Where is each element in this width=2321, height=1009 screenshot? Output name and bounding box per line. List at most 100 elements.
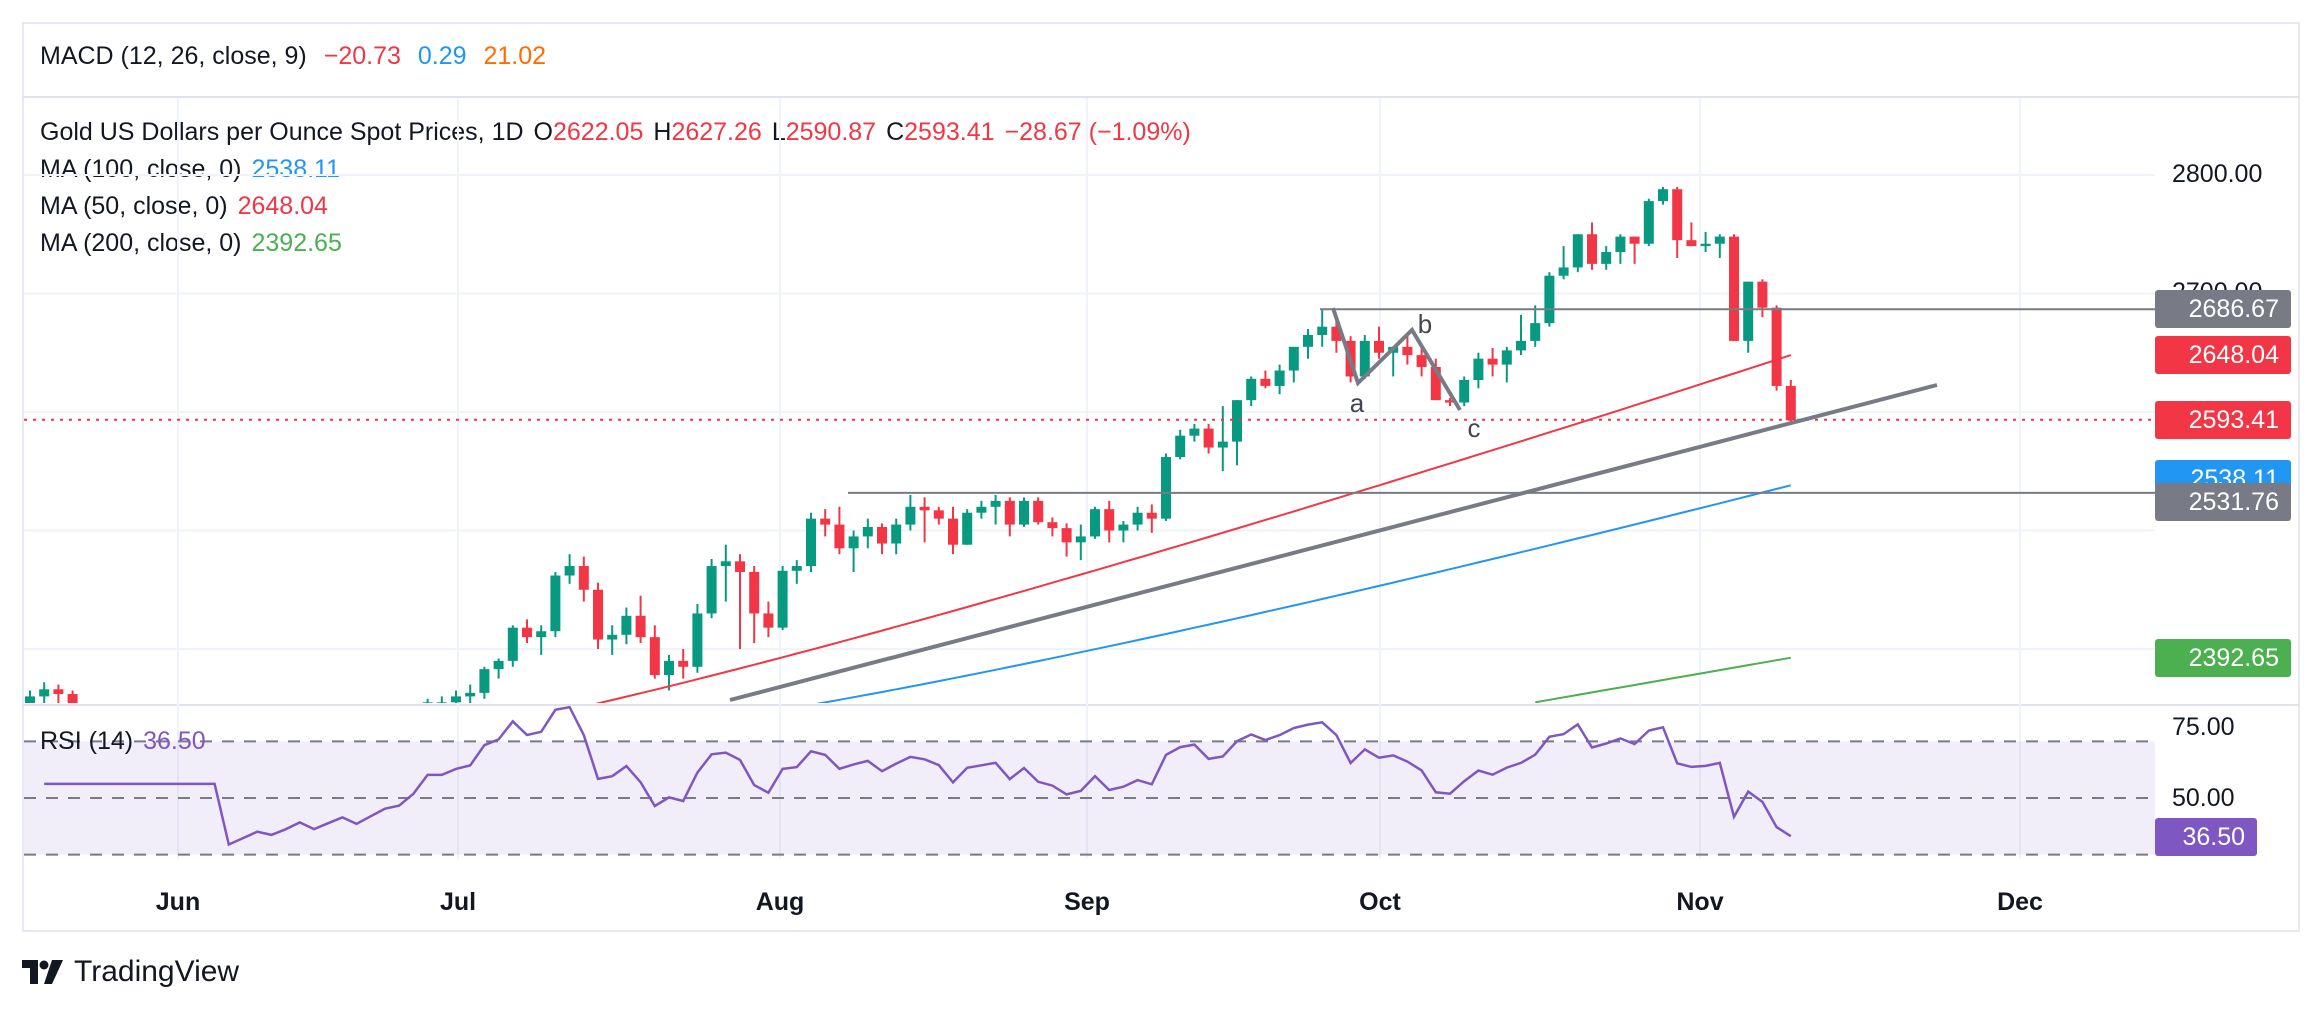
- ma50-legend[interactable]: MA (50, close, 0) 2648.04: [40, 192, 338, 221]
- candle-body: [1516, 340, 1526, 351]
- candle-body: [990, 500, 1001, 507]
- candle-body: [635, 615, 646, 638]
- candle-body: [1061, 528, 1072, 543]
- candle-body: [607, 634, 618, 640]
- candle-body: [877, 526, 887, 544]
- ma100-legend[interactable]: MA (100, close, 0) 2538.11: [40, 155, 350, 184]
- candle-body: [522, 627, 532, 638]
- candle-body: [1331, 326, 1342, 341]
- low-value: 2590.87: [785, 118, 877, 146]
- open-label: O: [533, 118, 553, 146]
- candle-body: [1090, 509, 1100, 537]
- candle-body: [1232, 400, 1242, 442]
- candle-body: [564, 566, 575, 576]
- pane-separator: [22, 704, 2300, 706]
- time-label-jul: Jul: [439, 888, 477, 916]
- candle-body: [1501, 350, 1512, 365]
- candle-body: [1132, 512, 1143, 525]
- candle-body: [1544, 275, 1555, 324]
- candle-body: [578, 566, 589, 590]
- candle-body: [436, 702, 447, 703]
- candle-body: [777, 570, 788, 628]
- close-value: 2593.41: [904, 118, 995, 146]
- candle-body: [593, 589, 603, 640]
- candle-body: [1317, 326, 1328, 335]
- candle-body: [1359, 340, 1370, 377]
- rsi-legend-value: 36.50: [143, 727, 206, 755]
- candle-body: [1785, 385, 1796, 421]
- candle-body: [465, 692, 476, 697]
- candle-body: [1146, 512, 1157, 519]
- candle-body: [834, 524, 845, 549]
- symbol-legend[interactable]: Gold US Dollars per Ounce Spot Prices, 1…: [40, 118, 1201, 147]
- candle-body: [1629, 236, 1640, 244]
- rsi-legend[interactable]: RSI (14) 36.50: [40, 727, 216, 756]
- candle-body: [380, 732, 390, 738]
- rsi-label: RSI (14): [40, 727, 134, 755]
- candle-body: [1587, 234, 1597, 264]
- candle-body: [1658, 189, 1668, 202]
- rsi-value-badge: 36.50: [2155, 818, 2257, 856]
- candle-body: [720, 561, 731, 567]
- candle-body: [621, 615, 632, 635]
- ma200-legend-value: 2392.65: [251, 229, 342, 257]
- candle-body: [1004, 500, 1015, 525]
- candle-body: [749, 571, 760, 614]
- candle-body: [1175, 435, 1186, 458]
- ma100-label: MA (100, close, 0): [40, 155, 242, 183]
- candle-body: [1558, 267, 1569, 276]
- tradingview-logo-icon: [22, 960, 63, 984]
- candle-body: [1672, 189, 1683, 241]
- candle-body: [1686, 240, 1697, 247]
- support-level-badge: 2531.76: [2155, 482, 2291, 521]
- macd-legend[interactable]: MACD (12, 26, close, 9) −20.73 0.29 21.0…: [40, 42, 556, 71]
- candle-body: [1700, 243, 1711, 247]
- close-label: C: [886, 118, 905, 146]
- candle-body: [39, 689, 50, 697]
- candle-body: [1303, 334, 1313, 347]
- tradingview-logo[interactable]: TradingView: [22, 955, 239, 989]
- candle-body: [1487, 358, 1498, 365]
- ma200-legend[interactable]: MA (200, close, 0) 2392.65: [40, 229, 352, 258]
- candle-body: [394, 730, 404, 732]
- candle-body: [678, 660, 689, 667]
- open-value: 2622.05: [553, 118, 644, 146]
- symbol-title: Gold US Dollars per Ounce Spot Prices, 1…: [40, 118, 524, 146]
- candle-body: [933, 510, 944, 519]
- candle-body: [706, 566, 717, 614]
- candle-body: [1757, 281, 1768, 308]
- candle-body: [1771, 307, 1782, 386]
- rsi-line: [44, 705, 1792, 847]
- candle-body: [1104, 509, 1115, 531]
- candle-body: [67, 694, 78, 703]
- ma200-value-badge: 2392.65: [2155, 638, 2291, 677]
- candle-body: [1615, 236, 1626, 253]
- candle-body: [1643, 201, 1654, 244]
- macd-value: −20.73: [323, 42, 401, 70]
- time-label-aug: Aug: [755, 888, 805, 916]
- ma50-value-badge: 2648.04: [2155, 336, 2291, 375]
- candle-body: [1530, 323, 1541, 341]
- candle-body: [1445, 400, 1455, 403]
- ma200-line: [1535, 656, 1791, 703]
- brand-name: TradingView: [74, 955, 240, 988]
- candle-body: [1416, 355, 1427, 367]
- change-value: −28.67 (−1.09%): [1004, 118, 1191, 146]
- candle-body: [692, 613, 703, 667]
- candle-body: [1203, 428, 1214, 448]
- candle-body: [1572, 234, 1583, 268]
- candle-body: [1033, 500, 1044, 523]
- candle-body: [962, 512, 973, 545]
- candle-body: [1217, 441, 1228, 448]
- candle-body: [422, 702, 433, 703]
- macd-hist-value: 21.02: [483, 42, 547, 70]
- wave-label-a: a: [1350, 388, 1365, 418]
- wave-label-b: b: [1418, 309, 1432, 339]
- candle-body: [1189, 428, 1200, 436]
- candle-body: [408, 720, 418, 729]
- abc-correction-drawing: [1331, 307, 1462, 412]
- candle-body: [53, 689, 64, 695]
- ma50-line: [594, 354, 1792, 703]
- candle-body: [1743, 281, 1754, 341]
